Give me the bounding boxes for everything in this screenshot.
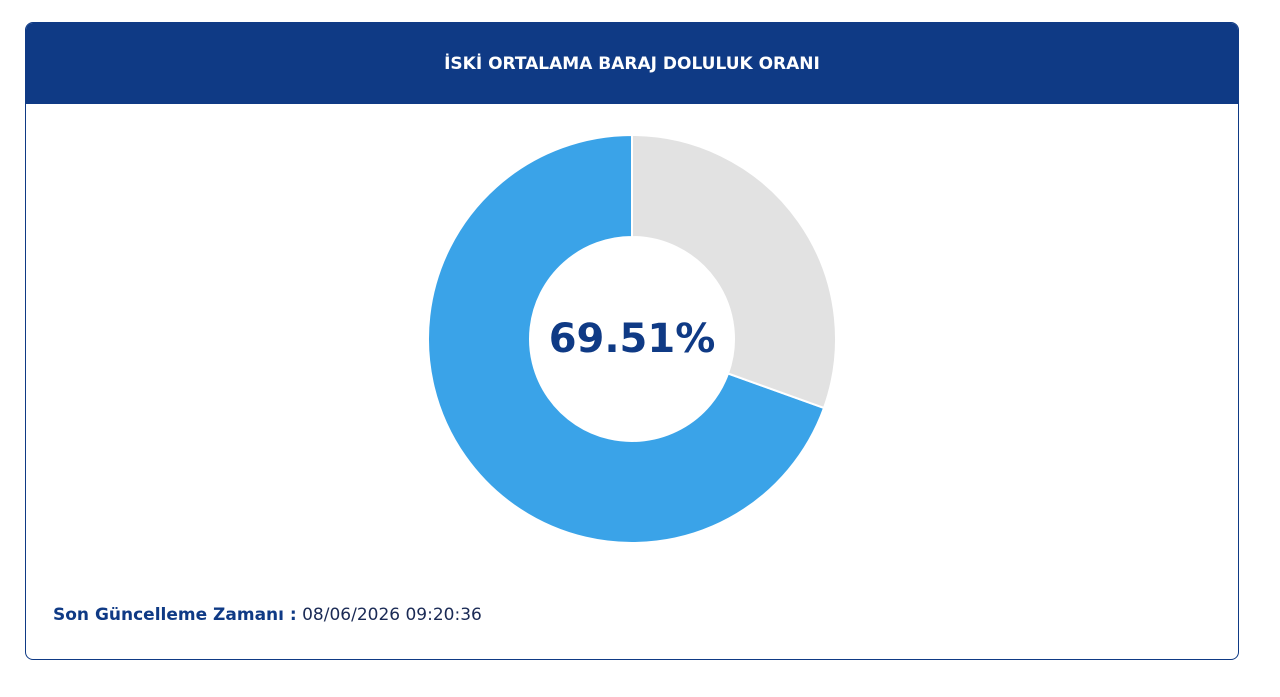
donut-slice xyxy=(631,133,837,410)
footer: Son Güncelleme Zamanı : 08/06/2026 09:20… xyxy=(53,605,482,625)
card: İSKİ ORTALAMA BARAJ DOLULUK ORANI 69.51%… xyxy=(25,22,1239,660)
donut-slice xyxy=(427,133,826,544)
update-time: 08/06/2026 09:20:36 xyxy=(302,605,482,625)
center-label: 69.51% xyxy=(549,316,716,362)
card-title: İSKİ ORTALAMA BARAJ DOLULUK ORANI xyxy=(26,23,1238,104)
chart: 69.51% xyxy=(427,133,837,544)
update-label: Son Güncelleme Zamanı : xyxy=(53,605,297,625)
